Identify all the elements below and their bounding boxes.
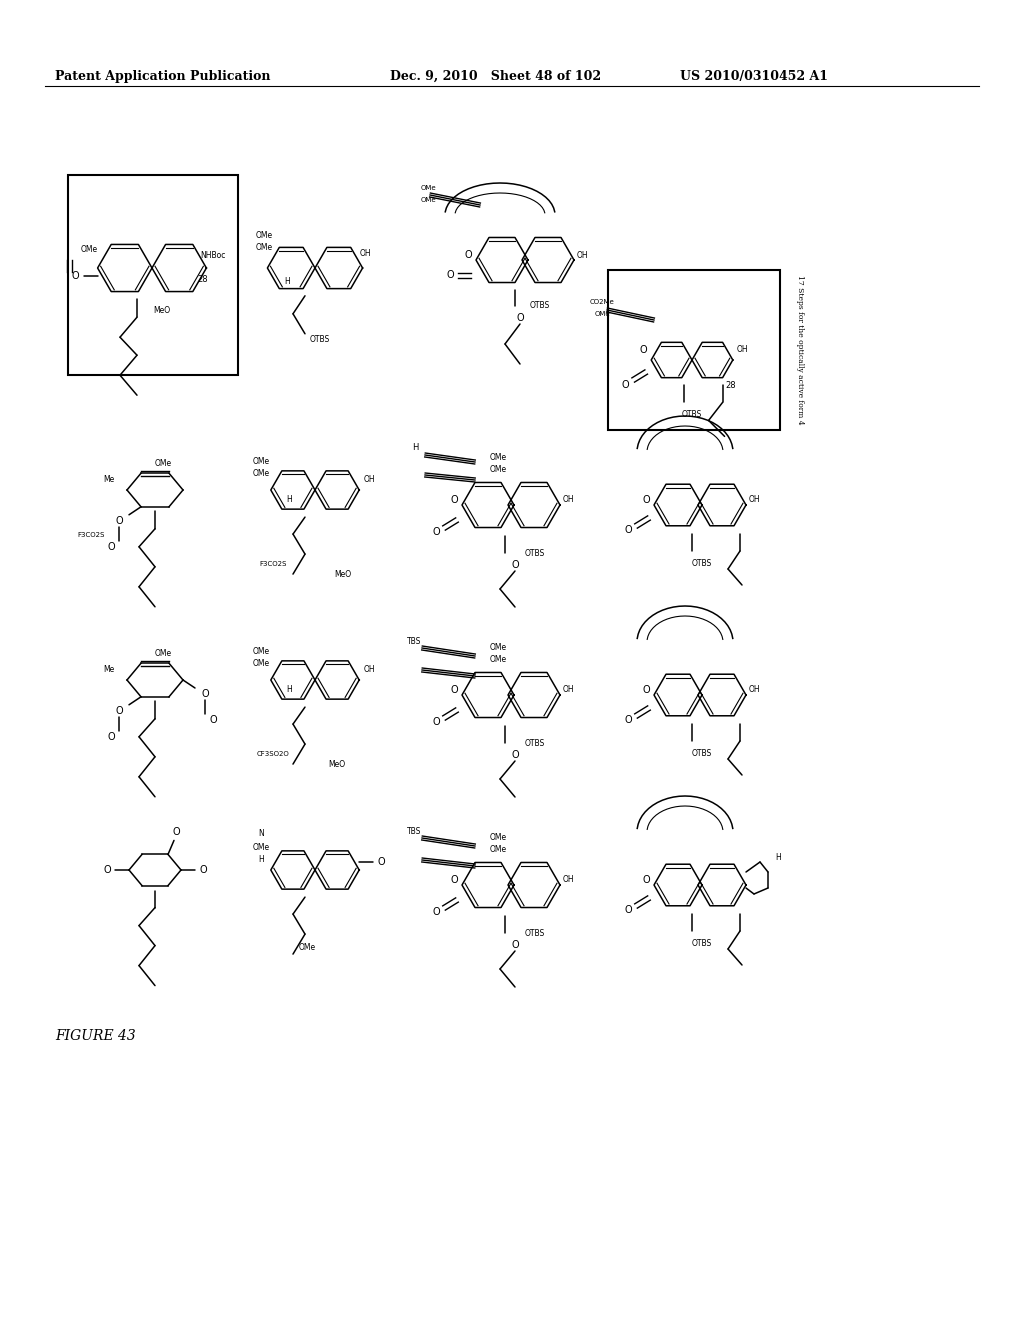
Bar [608,271,780,430]
Text: N: N [258,829,263,838]
Text: OH: OH [364,475,375,484]
Text: OMe: OMe [155,648,172,657]
Text: OTBS: OTBS [525,928,545,937]
Text: OTBS: OTBS [692,748,712,758]
Text: 28: 28 [726,380,736,389]
Text: H: H [775,854,781,862]
Bar [68,176,238,375]
Text: Dec. 9, 2010   Sheet 48 of 102: Dec. 9, 2010 Sheet 48 of 102 [390,70,601,83]
Text: Me: Me [103,475,115,484]
Text: O: O [642,685,650,696]
Text: OH: OH [562,875,573,884]
Text: US 2010/0310452 A1: US 2010/0310452 A1 [680,70,828,83]
Text: H: H [286,685,292,694]
Text: OMe: OMe [252,660,269,668]
Text: OMe: OMe [155,459,172,467]
Text: O: O [625,715,632,725]
Text: O: O [451,495,458,506]
Text: O: O [201,689,209,700]
Text: CO2Me: CO2Me [590,300,614,305]
Text: O: O [432,717,440,727]
Text: O: O [72,271,80,281]
Text: OMe: OMe [298,942,315,952]
Text: 17 Steps for the optically active form 4: 17 Steps for the optically active form 4 [796,275,804,425]
Text: OMe: OMe [80,246,97,255]
Text: H: H [284,277,290,286]
Text: OMe: OMe [420,197,436,203]
Text: O: O [209,715,217,725]
Text: O: O [642,495,650,506]
Text: OH: OH [749,685,760,694]
Text: F3CO2S: F3CO2S [259,561,287,568]
Text: O: O [200,865,207,875]
Text: OMe: OMe [594,312,610,317]
Text: OH: OH [364,665,375,675]
Text: O: O [115,516,123,525]
Text: OMe: OMe [252,458,269,466]
Text: H: H [286,495,292,504]
Text: OH: OH [577,251,588,260]
Text: OMe: OMe [489,833,507,842]
Text: OMe: OMe [489,655,507,664]
Text: OH: OH [737,346,749,355]
Text: O: O [451,685,458,696]
Text: MeO: MeO [335,570,351,578]
Text: O: O [516,313,524,323]
Text: O: O [642,875,650,884]
Text: TBS: TBS [407,828,421,837]
Text: O: O [108,731,115,742]
Text: O: O [511,940,519,950]
Text: OMe: OMe [256,231,273,240]
Text: OTBS: OTBS [525,738,545,747]
Text: OTBS: OTBS [692,939,712,948]
Text: OH: OH [749,495,760,504]
Text: CF3SO2O: CF3SO2O [257,751,290,758]
Text: O: O [115,706,123,715]
Text: OMe: OMe [252,470,269,479]
Text: O: O [451,875,458,884]
Text: OMe: OMe [256,243,273,252]
Text: O: O [103,865,111,875]
Text: 28: 28 [198,276,209,285]
Text: OMe: OMe [420,185,436,191]
Text: OTBS: OTBS [525,549,545,557]
Text: O: O [625,525,632,535]
Text: O: O [432,907,440,917]
Text: OMe: OMe [489,845,507,854]
Text: OMe: OMe [252,843,269,853]
Text: O: O [108,541,115,552]
Text: F3CO2S: F3CO2S [78,532,104,537]
Text: O: O [511,750,519,760]
Text: O: O [446,271,454,280]
Text: OTBS: OTBS [682,411,702,418]
Text: OMe: OMe [489,643,507,652]
Text: O: O [172,828,180,837]
Text: OMe: OMe [489,465,507,474]
Text: Me: Me [103,665,115,675]
Text: O: O [622,380,629,389]
Text: H: H [412,444,418,453]
Text: OTBS: OTBS [310,335,330,345]
Text: OMe: OMe [252,648,269,656]
Text: Patent Application Publication: Patent Application Publication [55,70,270,83]
Text: NHBoc: NHBoc [201,252,226,260]
Text: MeO: MeO [154,306,171,314]
Text: OTBS: OTBS [529,301,550,310]
Text: FIGURE 43: FIGURE 43 [55,1030,136,1043]
Text: O: O [639,345,647,355]
Text: TBS: TBS [407,638,421,647]
Text: O: O [464,249,472,260]
Text: O: O [625,906,632,915]
Text: MeO: MeO [329,759,345,768]
Text: OTBS: OTBS [692,558,712,568]
Text: OMe: OMe [489,453,507,462]
Text: H: H [258,855,263,865]
Text: O: O [378,857,385,867]
Text: OH: OH [359,249,372,259]
Text: OH: OH [562,685,573,694]
Text: O: O [511,560,519,570]
Text: O: O [432,527,440,537]
Text: OH: OH [562,495,573,504]
